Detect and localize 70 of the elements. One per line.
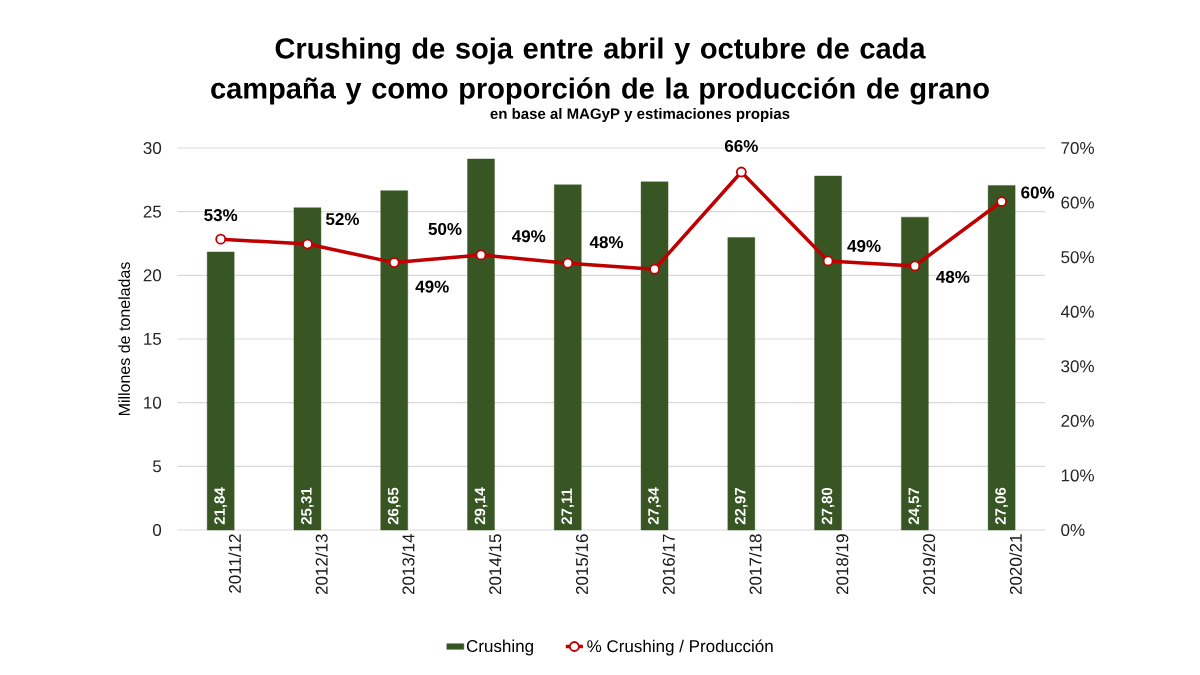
data-label: 52%	[325, 213, 360, 226]
y-axis-title: Millones de toneladas	[118, 262, 130, 416]
bar	[206, 251, 235, 531]
bar	[640, 181, 669, 531]
point	[909, 260, 921, 272]
bar	[554, 184, 582, 531]
point	[562, 257, 574, 269]
data-label: 25,31	[301, 487, 314, 525]
data-label: 27,11	[561, 488, 575, 525]
chart-title: Crushing de soja entre abril y octubre de cada campaña y como proporción de la producción de grano	[211, 37, 989, 105]
y2-tick-label: 10%	[1061, 469, 1094, 482]
data-label: 49%	[415, 280, 449, 293]
data-label: 66%	[724, 140, 758, 153]
legend-label: Crushing	[466, 639, 533, 656]
y2-tick-label: 70%	[1061, 141, 1094, 155]
data-label: 50%	[428, 222, 462, 235]
x-tick-label: 2019/20	[922, 534, 936, 595]
y2-tick-label: 40%	[1060, 305, 1094, 318]
point	[215, 233, 227, 245]
text: en base al MAGyP y estimaciones propias	[490, 108, 790, 122]
bar	[467, 158, 495, 531]
y-tick-label: 15	[144, 333, 162, 345]
data-label: 49%	[847, 239, 881, 252]
y-tick-label: 20	[143, 269, 162, 282]
x-tick-label: 2015/16	[575, 534, 589, 595]
bar	[727, 237, 756, 531]
y2-tick-label: 60%	[1061, 196, 1094, 209]
x-tick-label: 2013/14	[402, 534, 415, 595]
data-label: 29,14	[474, 487, 488, 525]
point	[649, 263, 660, 275]
y-tick-label: 30	[143, 141, 162, 155]
point	[996, 196, 1008, 207]
y2-tick-label: 0%	[1061, 523, 1085, 537]
legend-label: % Crushing / Producción	[587, 639, 773, 656]
y2-tick-label: 30%	[1061, 360, 1094, 373]
data-label: 27,06	[995, 487, 1009, 525]
y2-tick-label: 20%	[1061, 414, 1094, 427]
point	[475, 249, 487, 261]
y2-tick-label: 50%	[1061, 251, 1094, 264]
y-tick-label: 10	[144, 396, 162, 409]
bar	[987, 185, 1016, 531]
bar	[293, 207, 322, 531]
x-tick-label: 2012/13	[315, 534, 328, 595]
point	[302, 238, 313, 250]
x-tick-label: 2011/12	[228, 534, 241, 593]
y-tick-label: 5	[152, 460, 162, 473]
x-tick-label: 2017/18	[749, 534, 762, 595]
point	[388, 257, 400, 269]
data-label: 24,57	[908, 487, 922, 525]
bar	[380, 190, 408, 531]
data-label: 27,34	[648, 487, 661, 525]
x-tick-label: 2014/15	[488, 534, 502, 595]
data-label: 60%	[1021, 186, 1055, 199]
x-tick-label: 2020/21	[1009, 534, 1022, 595]
point	[735, 166, 747, 178]
data-label: 21,84	[214, 487, 228, 525]
y-tick-label: 25	[143, 205, 162, 218]
data-label: 27,80	[821, 487, 835, 525]
bar	[814, 175, 842, 531]
data-label: 53%	[204, 209, 238, 222]
bar	[901, 216, 929, 531]
data-label: 22,97	[734, 487, 748, 525]
data-label: 48%	[589, 236, 624, 249]
point	[822, 255, 834, 267]
y-tick-label: 0	[152, 523, 162, 537]
data-label: 49%	[512, 230, 546, 243]
data-label: 48%	[936, 270, 970, 283]
data-label: 26,65	[387, 487, 401, 525]
x-tick-label: 2016/17	[662, 534, 675, 595]
x-tick-label: 2018/19	[835, 534, 849, 595]
